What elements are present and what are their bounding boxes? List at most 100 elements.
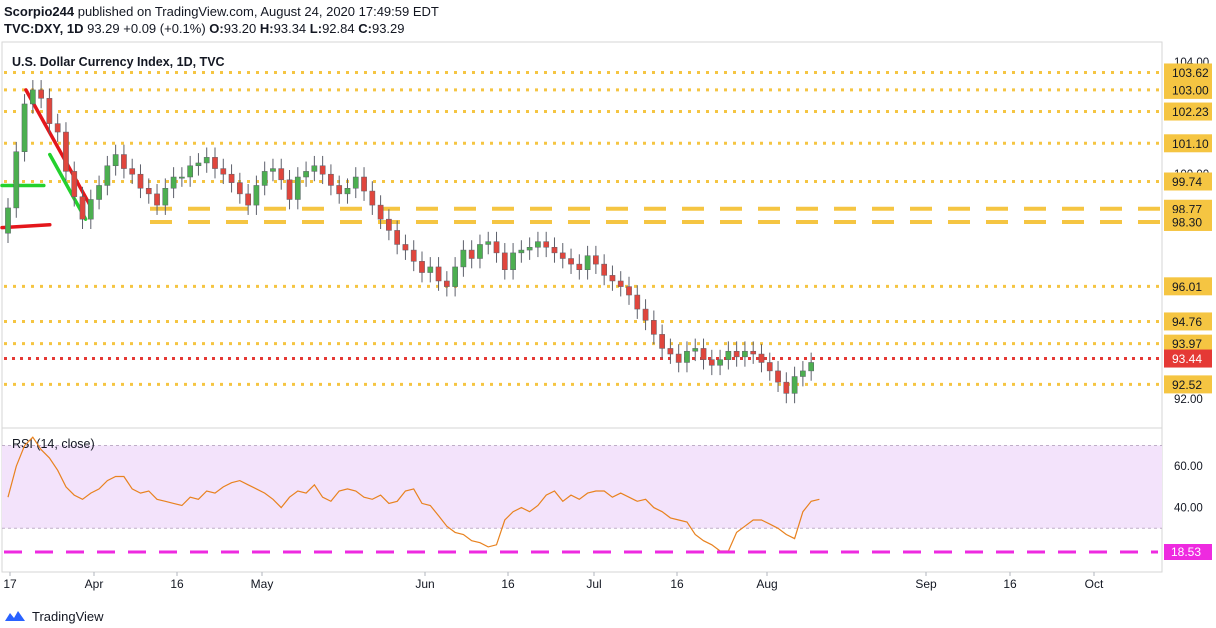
- candle-body-77: [642, 308, 649, 321]
- candle-body-59: [493, 241, 500, 254]
- candle-body-88: [733, 350, 740, 358]
- candle-body-15: [129, 168, 136, 175]
- author-name[interactable]: Scorpio244: [4, 4, 75, 19]
- candle-body-46: [386, 218, 392, 231]
- candle-body-24: [203, 157, 210, 164]
- candle-body-19: [162, 188, 169, 206]
- candle-body-81: [675, 353, 682, 363]
- candle-body-63: [526, 247, 533, 251]
- candle-body-85: [708, 359, 715, 366]
- level-label-0: 103.62: [1172, 66, 1209, 80]
- candle-body-9: [79, 196, 86, 220]
- candle-body-64: [535, 241, 541, 248]
- rsi-support-badge-bg: [1164, 544, 1212, 560]
- candle-body-89: [742, 350, 748, 358]
- rsi-pane[interactable]: RSI (14, close) 60.00 40.00 18.53: [1, 427, 1212, 573]
- candle-body-56: [468, 249, 475, 259]
- candle-body-43: [361, 176, 367, 192]
- price-pane[interactable]: U.S. Dollar Currency Index, 1D, TVC: [0, 41, 1163, 429]
- candle-body-92: [766, 362, 773, 372]
- level-label-2: 102.23: [1172, 105, 1209, 119]
- low-label: L:: [309, 21, 323, 36]
- level-badge-1: [1164, 80, 1212, 99]
- level-badge-9: [1164, 334, 1212, 353]
- candle-body-62: [518, 249, 525, 254]
- candle-body-33: [278, 168, 285, 181]
- candle-body-42: [352, 176, 359, 189]
- level-label-3: 101.10: [1172, 137, 1209, 151]
- rsi-ticks: 60.00 40.00: [1174, 461, 1203, 514]
- candle-body-66: [551, 247, 558, 254]
- candle-body-32: [270, 168, 276, 172]
- candle-body-12: [104, 165, 111, 186]
- close-value: 93.29: [371, 21, 405, 36]
- level-label-8: 94.76: [1172, 315, 1202, 329]
- published-text: published on TradingView.com, August 24,…: [77, 4, 439, 19]
- candle-body-23: [195, 162, 202, 167]
- candle-body-84: [700, 348, 707, 360]
- rsi-line: [7, 436, 820, 552]
- level-label-9: 93.97: [1172, 337, 1202, 351]
- level-badge-0: [1164, 63, 1212, 82]
- candle-body-49: [410, 249, 417, 262]
- candle-body-52: [435, 266, 442, 282]
- candle-body-31: [261, 171, 268, 186]
- last-price: 93.29: [87, 21, 120, 36]
- price-change: +0.09 (+0.1%): [123, 21, 206, 36]
- candle-body-45: [377, 204, 384, 220]
- candle-body-97: [808, 362, 815, 372]
- level-label-10: 93.44: [1172, 352, 1202, 366]
- candle-body-6: [54, 123, 61, 133]
- price-pane-title: U.S. Dollar Currency Index, 1D, TVC: [12, 55, 225, 69]
- level-badge-11: [1164, 375, 1212, 394]
- time-axis[interactable]: 17 Apr 16 May Jun 16 Jul 16 Aug Sep 16 Oct: [2, 571, 1162, 591]
- candle-body-8: [71, 171, 78, 197]
- candle-body-57: [477, 244, 483, 259]
- tradingview-brand-text: TradingView: [32, 608, 104, 624]
- candle-body-36: [303, 171, 309, 178]
- symbol-label: TVC:DXY, 1D: [4, 21, 84, 36]
- open-label: O:: [209, 21, 224, 36]
- time-label-7: 16: [670, 577, 684, 591]
- candle-body-10: [87, 199, 94, 220]
- level-badge-3: [1164, 134, 1212, 153]
- candle-body-72: [601, 263, 608, 276]
- candle-body-94: [783, 381, 790, 394]
- candle-body-14: [121, 154, 127, 169]
- tradingview-logo-icon: [5, 611, 25, 621]
- time-labels: 17 Apr 16 May Jun 16 Jul 16 Aug Sep 16 Oct: [3, 572, 1104, 591]
- candle-body-41: [344, 188, 351, 195]
- time-label-11: Oct: [1085, 577, 1104, 591]
- time-label-9: Sep: [915, 577, 937, 591]
- candle-body-53: [443, 280, 450, 287]
- candle-body-54: [452, 266, 458, 287]
- candle-body-86: [717, 359, 723, 366]
- candle-body-26: [220, 168, 227, 175]
- time-label-3: May: [251, 577, 274, 591]
- publish-info: Scorpio244 published on TradingView.com,…: [4, 4, 439, 19]
- level-label-4: 99.74: [1172, 175, 1202, 189]
- candle-body-16: [137, 173, 144, 189]
- candle-body-95: [791, 376, 798, 394]
- candle-body-61: [510, 252, 516, 270]
- high-label: H:: [259, 21, 274, 36]
- candle-body-25: [212, 157, 218, 169]
- candle-body-83: [692, 348, 699, 352]
- candle-body-44: [369, 190, 376, 206]
- time-label-10: 16: [1003, 577, 1017, 591]
- candle-body-60: [501, 252, 508, 270]
- candle-body-91: [758, 353, 765, 363]
- candle-body-50: [419, 261, 425, 273]
- level-badge-10: [1164, 349, 1212, 368]
- rsi-support-label: 18.53: [1171, 545, 1201, 559]
- tradingview-brand[interactable]: TradingView: [4, 606, 104, 626]
- symbol-info: TVC:DXY, 1D 93.29 +0.09 (+0.1%) O:93.20 …: [4, 21, 405, 36]
- level-badge-6: [1164, 212, 1212, 231]
- candle-body-82: [684, 350, 690, 363]
- candle-body-78: [650, 320, 657, 335]
- candle-body-2: [21, 103, 28, 152]
- level-label-6: 98.30: [1172, 215, 1202, 229]
